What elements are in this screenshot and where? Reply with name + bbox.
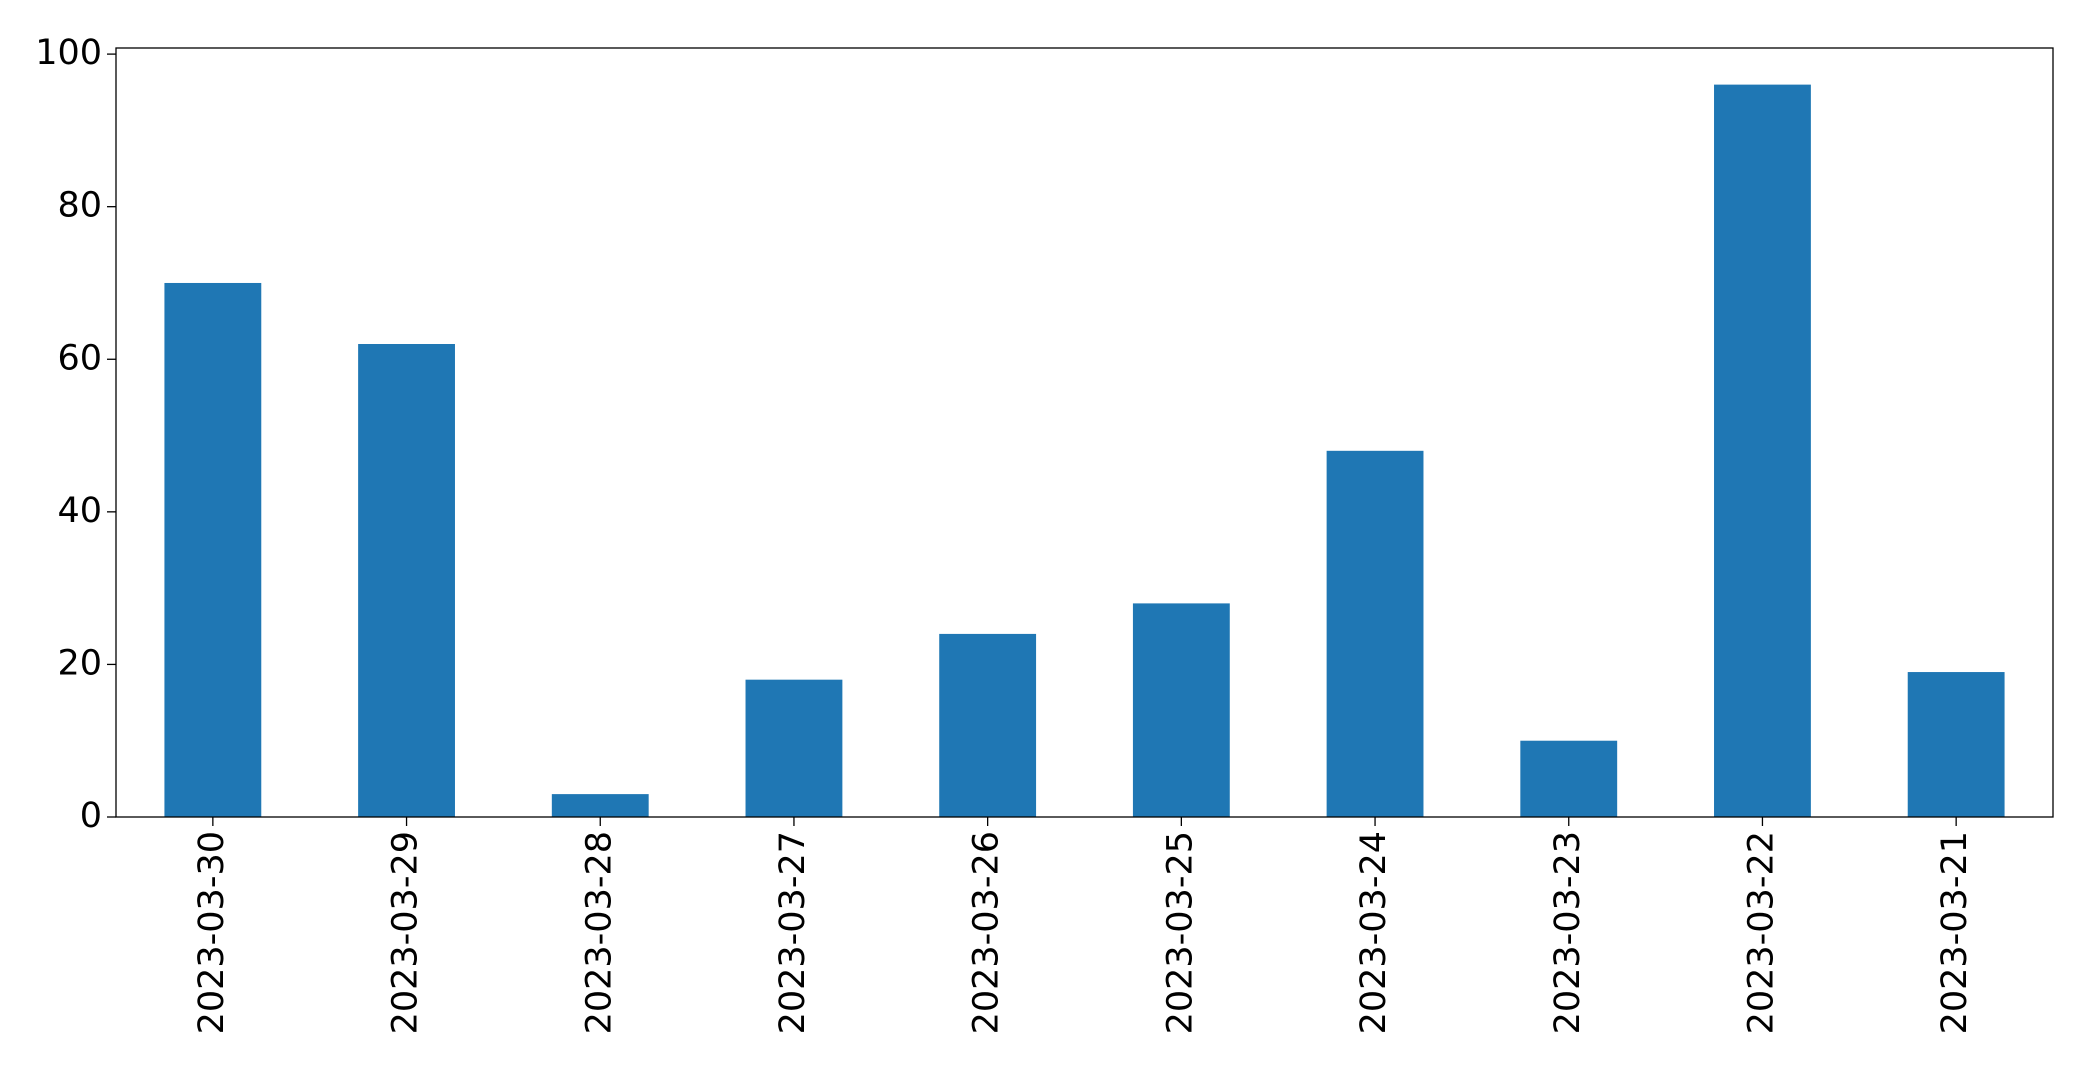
y-tick-label: 0 xyxy=(80,796,102,836)
y-tick-label: 100 xyxy=(35,33,102,73)
plot-frame xyxy=(115,47,2054,818)
x-tick-label: 2023-03-21 xyxy=(1935,831,1975,1034)
bar xyxy=(551,794,649,817)
bar xyxy=(1714,84,1811,818)
x-tick-label: 2023-03-29 xyxy=(386,831,426,1034)
y-tick-label: 40 xyxy=(57,491,102,531)
bar xyxy=(745,679,843,817)
x-tick-label: 2023-03-28 xyxy=(579,831,619,1034)
y-tick-label: 60 xyxy=(57,338,102,378)
bar xyxy=(1132,603,1230,817)
x-tick-label: 2023-03-25 xyxy=(1160,831,1200,1034)
bar xyxy=(1520,740,1618,817)
x-tick-label: 2023-03-23 xyxy=(1548,831,1588,1034)
bar xyxy=(1907,672,2005,817)
y-tick-label: 20 xyxy=(57,643,102,683)
x-tick-label: 2023-03-26 xyxy=(967,831,1007,1034)
y-tick-label: 80 xyxy=(57,186,102,226)
bar xyxy=(164,282,262,817)
x-tick-label: 2023-03-22 xyxy=(1741,831,1781,1034)
bar xyxy=(358,344,455,817)
x-tick-label: 2023-03-30 xyxy=(192,831,232,1034)
x-tick-label: 2023-03-24 xyxy=(1354,831,1394,1034)
bar xyxy=(1326,450,1424,817)
bar xyxy=(939,633,1037,817)
x-tick-label: 2023-03-27 xyxy=(773,831,813,1034)
